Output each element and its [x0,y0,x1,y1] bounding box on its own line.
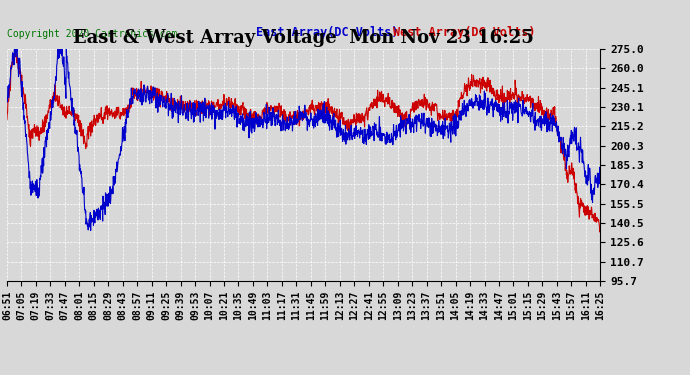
Title: East & West Array Voltage  Mon Nov 23 16:25: East & West Array Voltage Mon Nov 23 16:… [73,29,534,47]
Text: Copyright 2020 Cartronics.com: Copyright 2020 Cartronics.com [7,30,177,39]
Text: East Array(DC Volts): East Array(DC Volts) [256,27,399,39]
Text: West Array(DC Volts): West Array(DC Volts) [393,27,535,39]
